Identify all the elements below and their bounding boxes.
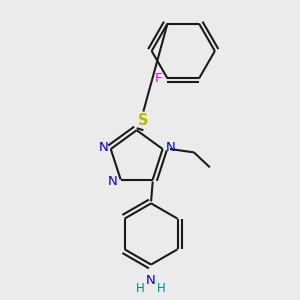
Text: S: S — [138, 113, 148, 128]
Text: H: H — [157, 282, 166, 295]
Text: N: N — [98, 141, 108, 154]
Text: F: F — [155, 72, 163, 85]
Text: N: N — [108, 175, 118, 188]
Text: N: N — [146, 274, 156, 287]
Text: N: N — [165, 141, 175, 154]
Text: H: H — [136, 282, 145, 295]
